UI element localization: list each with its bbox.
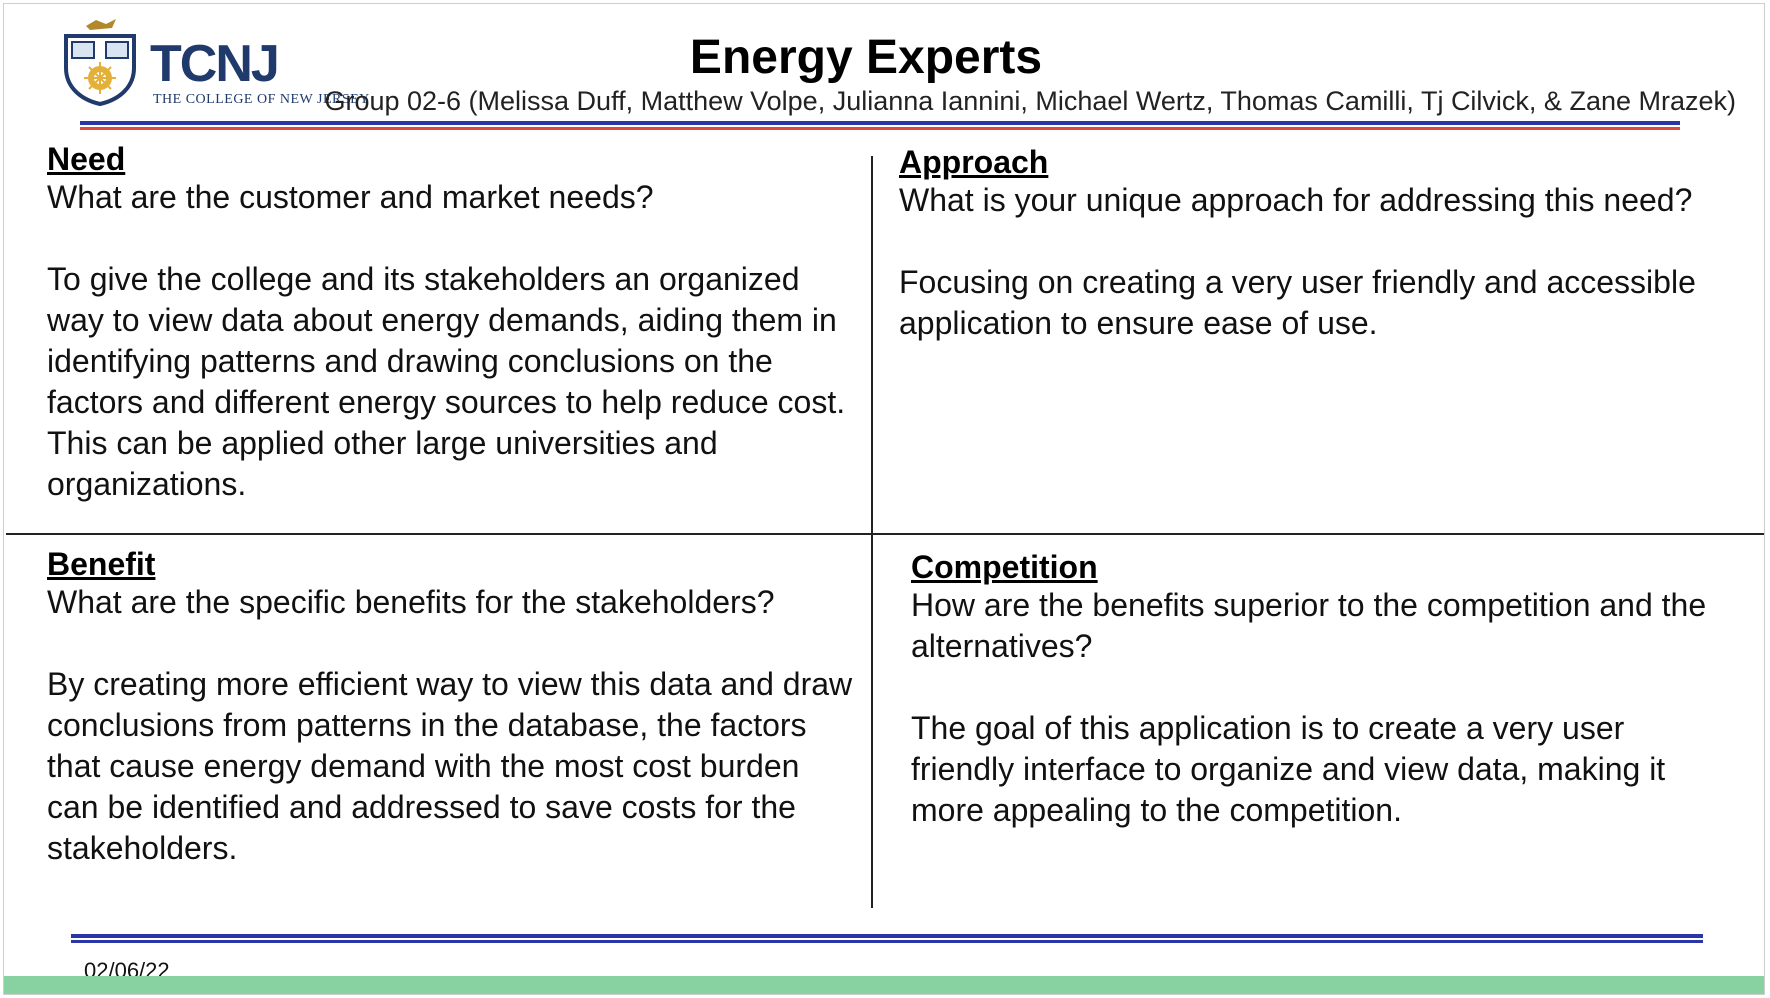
competition-section: Competition How are the benefits superio… xyxy=(911,549,1731,831)
benefit-heading: Benefit xyxy=(47,546,156,582)
approach-question: What is your unique approach for address… xyxy=(899,182,1693,218)
header-rule-blue xyxy=(80,121,1680,125)
logo-wordmark: TCNJ xyxy=(150,35,280,93)
need-answer: To give the college and its stakeholders… xyxy=(47,261,846,502)
footer-rule-blue-secondary xyxy=(71,940,1703,943)
competition-answer: The goal of this application is to creat… xyxy=(911,710,1666,828)
competition-question: How are the benefits superior to the com… xyxy=(911,587,1707,664)
slide: TCNJ THE COLLEGE OF NEW JERSEY Energy Ex… xyxy=(3,3,1765,995)
header-rule-red xyxy=(80,127,1680,130)
benefit-answer: By creating more efficient way to view t… xyxy=(47,666,853,866)
page-title: Energy Experts xyxy=(689,31,1043,84)
need-heading: Need xyxy=(47,141,126,177)
footer-rule-blue xyxy=(71,934,1703,938)
tcnj-crest-icon xyxy=(64,19,136,106)
approach-section: Approach What is your unique approach fo… xyxy=(899,144,1719,344)
group-members: Group 02-6 (Melissa Duff, Matthew Volpe,… xyxy=(324,86,1736,116)
footer-green-bar xyxy=(4,976,1764,994)
tcnj-logo: TCNJ THE COLLEGE OF NEW JERSEY xyxy=(60,16,390,107)
need-section: Need What are the customer and market ne… xyxy=(47,141,847,505)
need-question: What are the customer and market needs? xyxy=(47,179,654,215)
competition-heading: Competition xyxy=(911,549,1098,585)
approach-heading: Approach xyxy=(899,144,1049,180)
approach-answer: Focusing on creating a very user friendl… xyxy=(899,264,1696,341)
logo-subtext: THE COLLEGE OF NEW JERSEY xyxy=(153,92,370,107)
benefit-question: What are the specific benefits for the s… xyxy=(47,584,775,620)
vertical-divider xyxy=(871,156,873,908)
horizontal-divider xyxy=(6,533,1764,535)
benefit-section: Benefit What are the specific benefits f… xyxy=(47,546,857,869)
